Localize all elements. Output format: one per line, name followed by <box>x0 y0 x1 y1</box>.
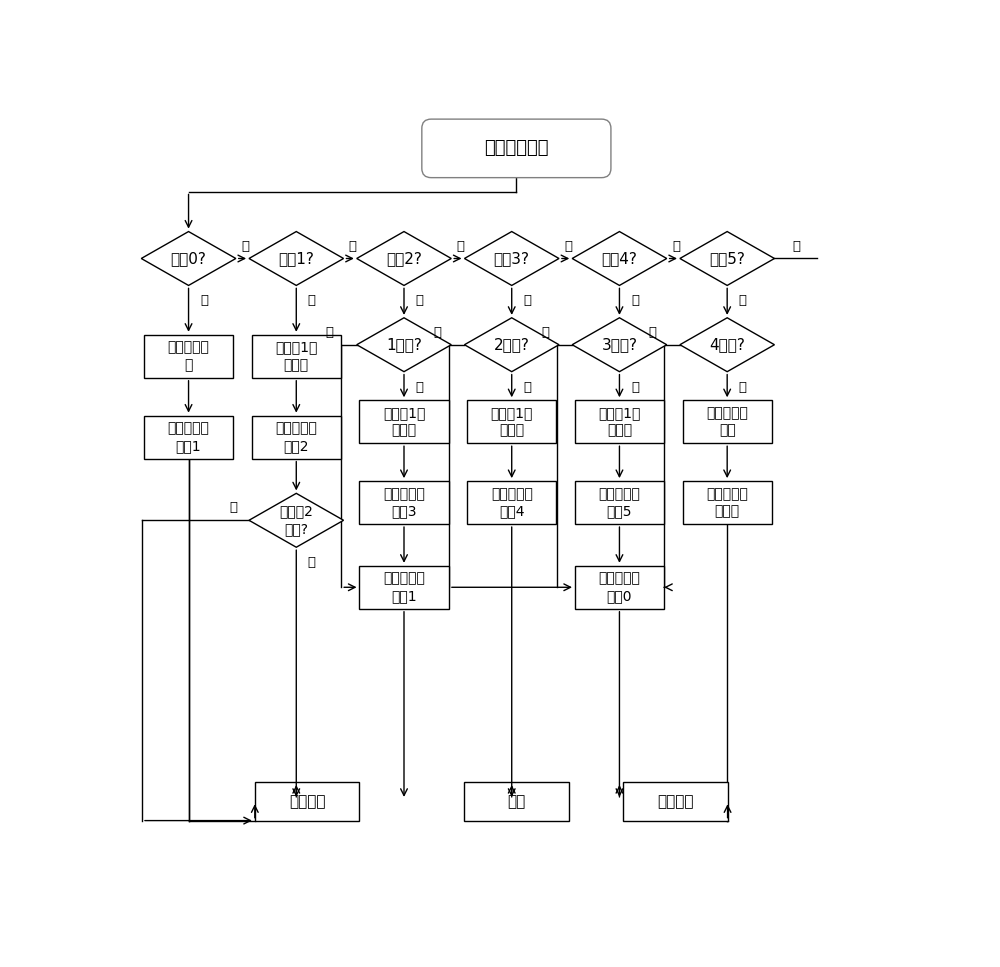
FancyBboxPatch shape <box>359 400 449 443</box>
Text: 设置标签为
状态1: 设置标签为 状态1 <box>383 571 425 603</box>
Text: 否: 否 <box>457 240 465 252</box>
Text: 置匹配成功
标志: 置匹配成功 标志 <box>706 406 748 437</box>
Text: 否: 否 <box>326 326 334 338</box>
Polygon shape <box>680 318 774 371</box>
Polygon shape <box>357 318 451 371</box>
Text: 状态2?: 状态2? <box>386 251 422 266</box>
Text: 否: 否 <box>792 240 800 252</box>
Text: 否: 否 <box>541 326 549 338</box>
FancyBboxPatch shape <box>359 481 449 524</box>
FancyBboxPatch shape <box>252 335 341 378</box>
Text: 是: 是 <box>200 294 208 308</box>
Text: 定时器1开
始计数: 定时器1开 始计数 <box>491 406 533 437</box>
Text: 4方波?: 4方波? <box>709 337 745 352</box>
Text: 1方波?: 1方波? <box>386 337 422 352</box>
FancyBboxPatch shape <box>683 400 772 443</box>
Text: 是: 是 <box>416 294 424 308</box>
Text: 否: 否 <box>564 240 572 252</box>
Text: 否: 否 <box>433 326 441 338</box>
FancyBboxPatch shape <box>467 481 556 524</box>
Polygon shape <box>141 231 236 285</box>
Text: 是: 是 <box>523 381 531 394</box>
FancyBboxPatch shape <box>144 335 233 378</box>
Text: 定时器2
超时?: 定时器2 超时? <box>279 505 313 536</box>
Text: 设置标签为
状态0: 设置标签为 状态0 <box>599 571 640 603</box>
FancyBboxPatch shape <box>575 481 664 524</box>
Text: 定时器1开
始计数: 定时器1开 始计数 <box>275 340 317 372</box>
Polygon shape <box>249 493 344 547</box>
Text: 定时器1开
始计数: 定时器1开 始计数 <box>598 406 641 437</box>
Text: 状态5?: 状态5? <box>709 251 745 266</box>
FancyBboxPatch shape <box>422 119 611 178</box>
FancyBboxPatch shape <box>467 400 556 443</box>
Text: 射频中断唤醒: 射频中断唤醒 <box>484 139 549 158</box>
Text: 状态4?: 状态4? <box>602 251 637 266</box>
FancyBboxPatch shape <box>255 782 359 821</box>
Text: 设置标签为
状态1: 设置标签为 状态1 <box>168 422 209 453</box>
Text: 状态0?: 状态0? <box>171 251 206 266</box>
Text: 继续接收: 继续接收 <box>289 794 325 808</box>
FancyBboxPatch shape <box>623 782 728 821</box>
Polygon shape <box>572 231 667 285</box>
Text: 设置标签为
状态3: 设置标签为 状态3 <box>383 487 425 518</box>
FancyBboxPatch shape <box>144 416 233 458</box>
Text: 关闭射频唤
醒中断: 关闭射频唤 醒中断 <box>706 487 748 518</box>
Text: 休眠: 休眠 <box>507 794 526 808</box>
Text: 是: 是 <box>739 294 747 308</box>
Polygon shape <box>249 231 344 285</box>
Polygon shape <box>680 231 774 285</box>
FancyBboxPatch shape <box>359 566 449 609</box>
Text: 设置标签为
状态4: 设置标签为 状态4 <box>491 487 533 518</box>
Text: 状态3?: 状态3? <box>494 251 530 266</box>
Polygon shape <box>572 318 667 371</box>
Text: 定时器1开
始计数: 定时器1开 始计数 <box>383 406 425 437</box>
Text: 是: 是 <box>739 381 747 394</box>
Text: 否: 否 <box>349 240 357 252</box>
Text: 状态1?: 状态1? <box>278 251 314 266</box>
Text: 初始化定时
器: 初始化定时 器 <box>168 340 209 372</box>
Text: 软件复位: 软件复位 <box>657 794 694 808</box>
Text: 是: 是 <box>631 294 639 308</box>
Text: 否: 否 <box>230 502 238 514</box>
Text: 是: 是 <box>631 381 639 394</box>
Text: 2方波?: 2方波? <box>494 337 530 352</box>
Text: 是: 是 <box>308 294 316 308</box>
FancyBboxPatch shape <box>683 481 772 524</box>
Text: 否: 否 <box>649 326 657 338</box>
Text: 设置标签为
状态5: 设置标签为 状态5 <box>599 487 640 518</box>
FancyBboxPatch shape <box>575 566 664 609</box>
Polygon shape <box>357 231 451 285</box>
Text: 是: 是 <box>523 294 531 308</box>
FancyBboxPatch shape <box>575 400 664 443</box>
Text: 设置标签为
状态2: 设置标签为 状态2 <box>275 422 317 453</box>
Polygon shape <box>464 318 559 371</box>
FancyBboxPatch shape <box>252 416 341 458</box>
Text: 是: 是 <box>308 556 316 570</box>
Text: 否: 否 <box>672 240 680 252</box>
Text: 否: 否 <box>241 240 249 252</box>
Text: 是: 是 <box>416 381 424 394</box>
Polygon shape <box>464 231 559 285</box>
FancyBboxPatch shape <box>464 782 569 821</box>
Text: 3方波?: 3方波? <box>601 337 637 352</box>
